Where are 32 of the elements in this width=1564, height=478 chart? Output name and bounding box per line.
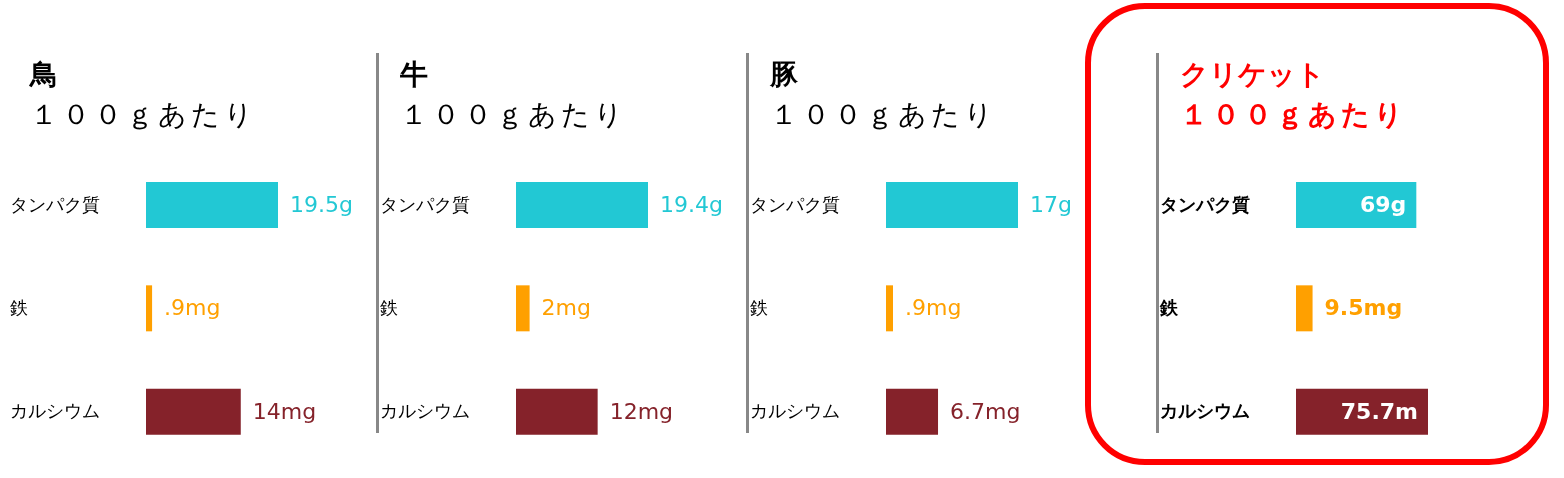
chart-title: クリケット [1180,57,1325,93]
data-label: .9mg [904,295,962,321]
data-label: 2mg [541,295,592,321]
data-label: 6.7mg [950,398,1021,424]
data-label: 19.5g [290,192,353,217]
chart-subtitle: １００ｇあたり [770,97,997,133]
data-label: 19.4g [660,192,723,217]
y-tick-label: 鉄 [1159,297,1179,318]
chart-title: 牛 [400,57,428,93]
y-tick-label: タンパク質 [10,193,100,215]
chart-subtitle: １００ｇあたり [30,97,257,133]
data-label: .9mg [164,295,221,321]
y-tick-label: タンパク質 [1160,193,1250,215]
chart-subtitle: １００ｇあたり [1180,97,1407,133]
y-tick-label: カルシウム [10,400,100,422]
data-label: 17g [1030,192,1072,217]
data-label: 14mg [252,398,317,424]
y-tick-label: カルシウム [380,400,470,422]
y-tick-label: カルシウム [1160,400,1250,422]
chart-title: 鳥 [30,57,58,93]
data-label: 69g [1359,192,1407,217]
y-tick-label: 鉄 [750,297,768,318]
data-label: 75.7m [1340,398,1418,424]
y-tick-label: カルシウム [750,400,840,422]
data-label: 9.5mg [1324,295,1403,321]
data-label: 12mg [609,398,674,424]
y-tick-label: タンパク質 [750,193,840,215]
y-tick-label: 鉄 [10,297,28,318]
y-tick-label: タンパク質 [380,193,470,215]
chart-title: 豚 [770,57,798,93]
y-tick-label: 鉄 [380,297,398,318]
chart-subtitle: １００ｇあたり [400,97,627,133]
